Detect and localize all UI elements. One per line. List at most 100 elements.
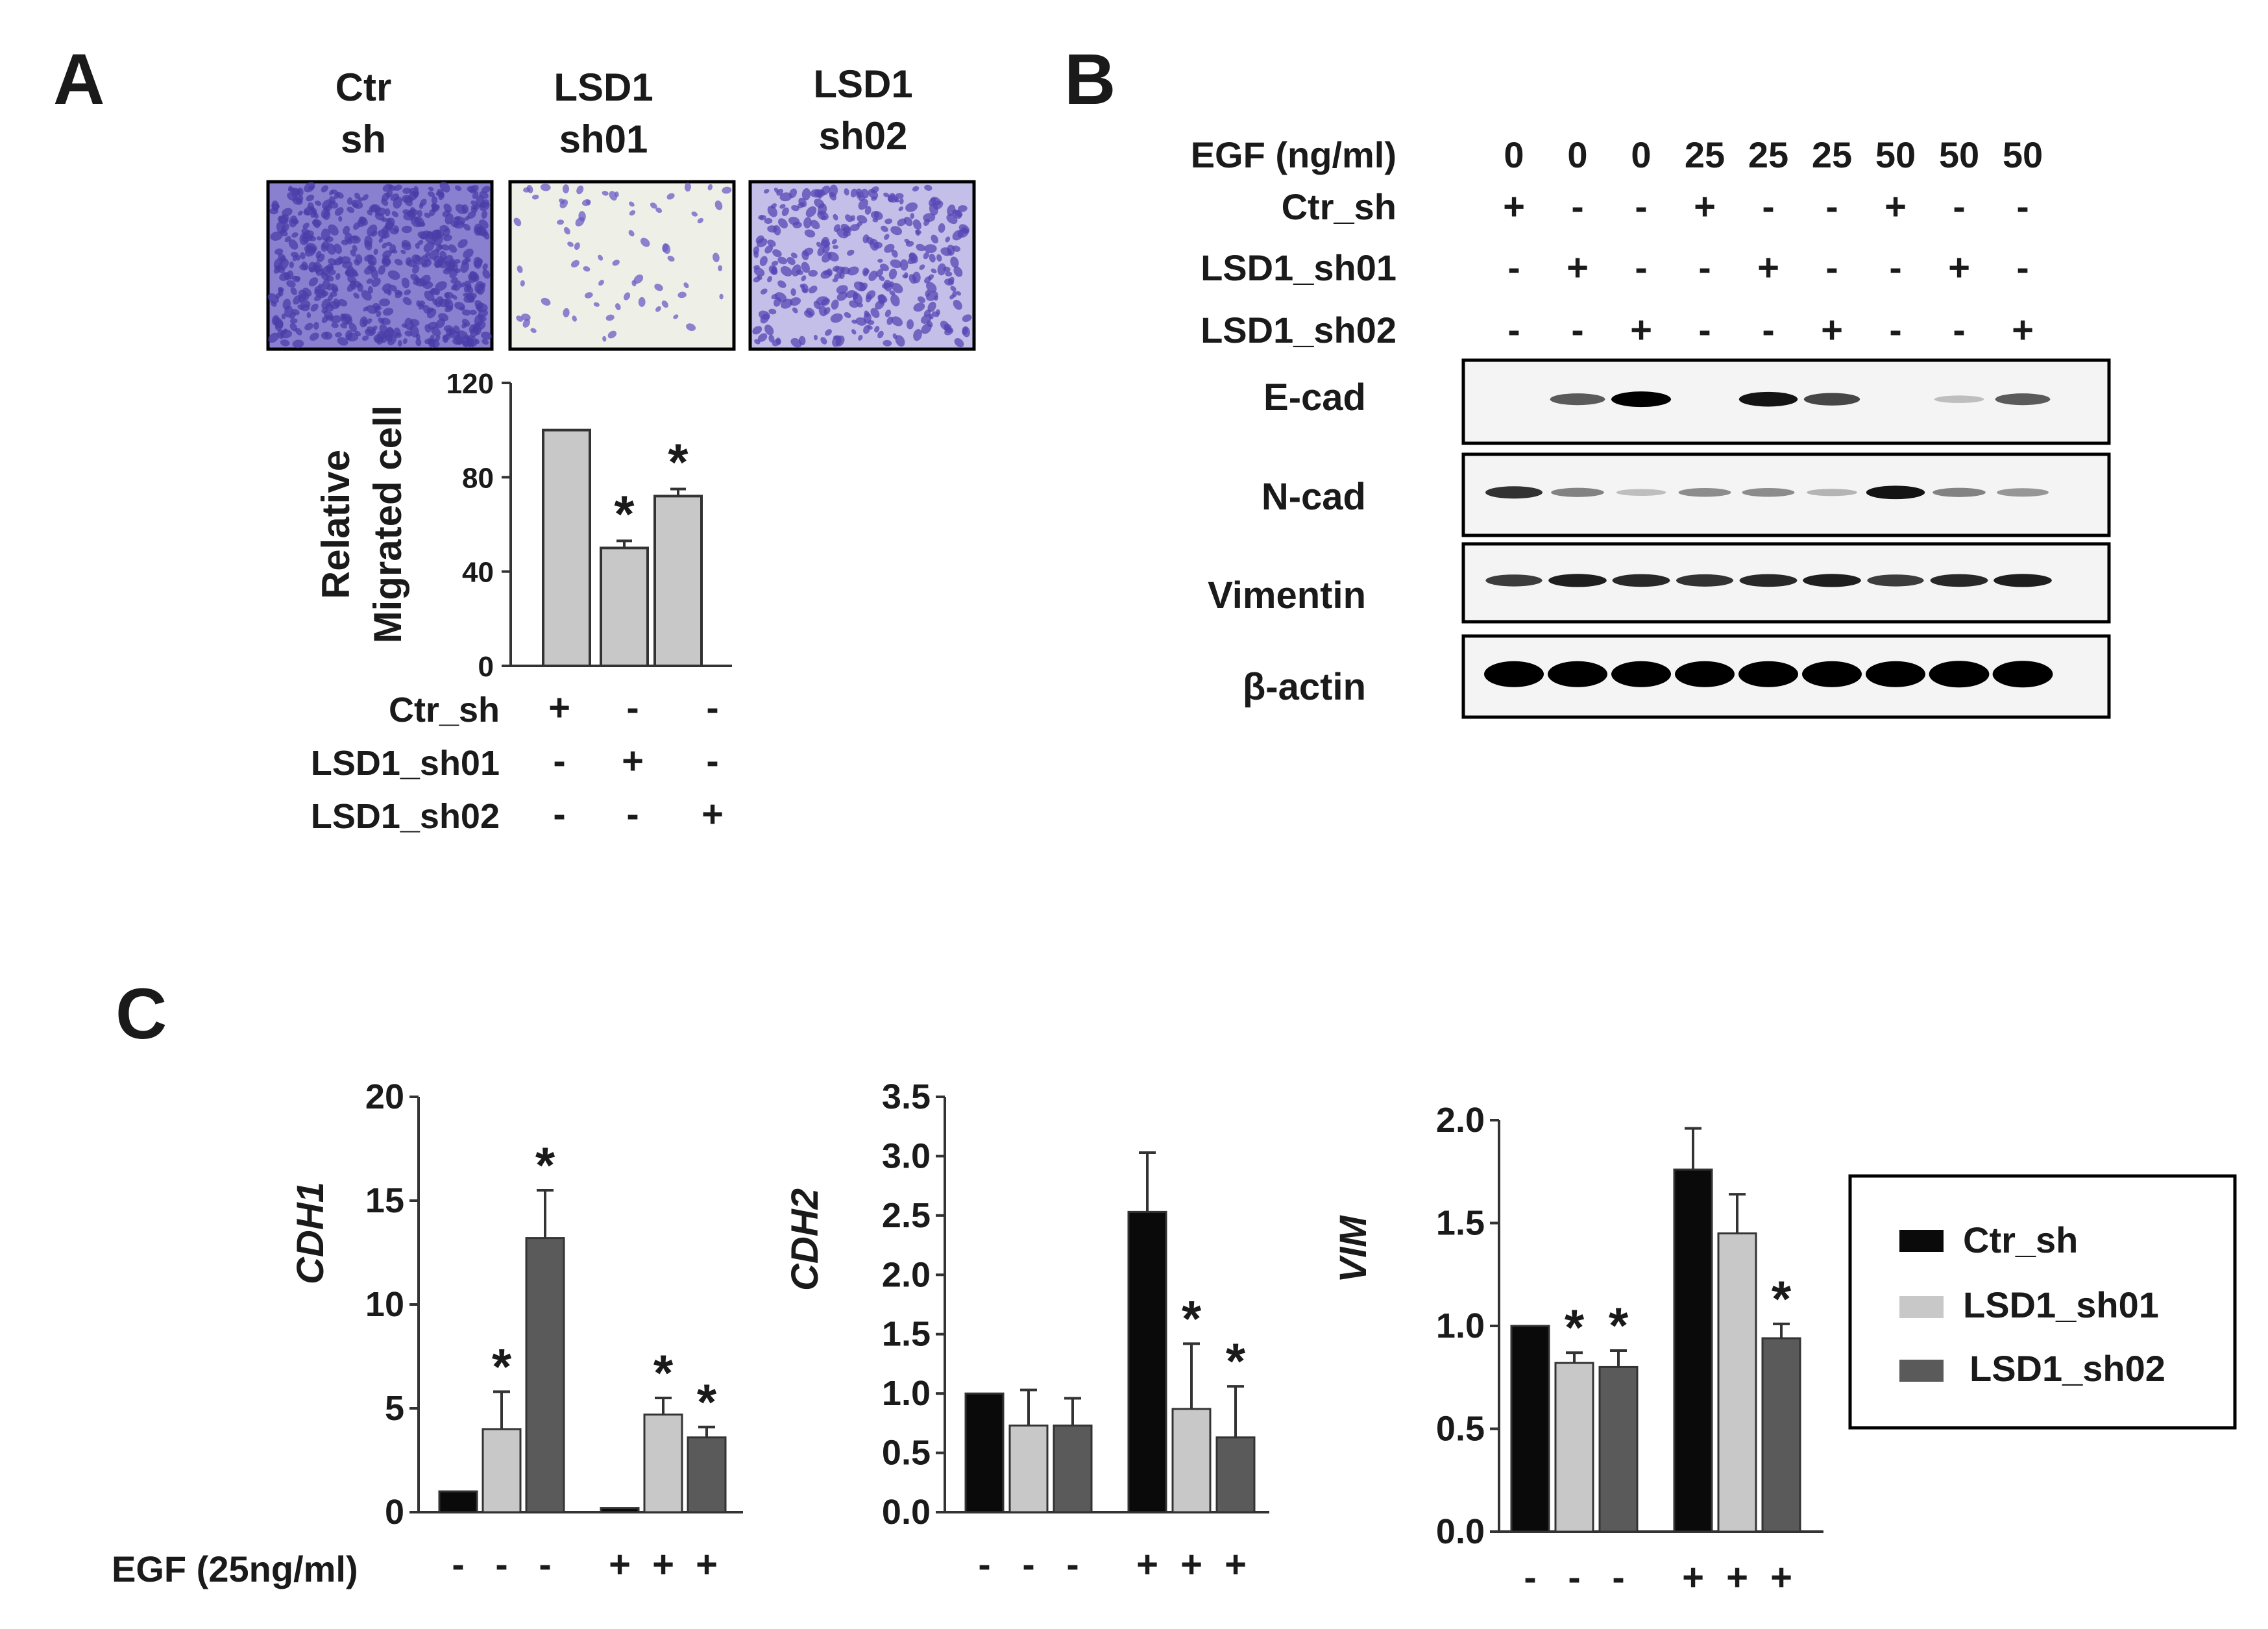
migrated-cell — [382, 242, 387, 249]
egf-value: 0 — [1504, 134, 1524, 175]
migrated-cell — [454, 221, 465, 229]
migrated-cell — [288, 187, 295, 192]
condition-mark: + — [1694, 186, 1716, 228]
migrated-cell — [388, 184, 396, 191]
migrated-cell — [321, 332, 333, 340]
migrated-cell — [354, 330, 361, 337]
blot-band — [1867, 574, 1924, 587]
migrated-cell — [713, 252, 720, 263]
migrated-cell — [289, 261, 295, 269]
y-tick-label: 0.0 — [1436, 1512, 1485, 1551]
migrated-cell — [308, 185, 315, 191]
migrated-cell — [382, 258, 391, 265]
significance-star: * — [492, 1338, 512, 1395]
migrated-cell — [378, 317, 385, 325]
condition-mark: - — [1635, 186, 1647, 228]
migrated-cell — [289, 312, 296, 319]
migrated-cell — [522, 319, 530, 328]
migrated-cell — [424, 252, 430, 258]
migrated-cell — [891, 316, 903, 326]
migrated-cell — [271, 203, 280, 210]
migrated-cell — [383, 308, 394, 316]
migrated-cell — [330, 315, 342, 323]
migrated-cell — [369, 204, 378, 212]
y-tick-label: 20 — [365, 1077, 404, 1116]
migrated-cell — [847, 266, 859, 276]
migrated-cell — [340, 256, 351, 264]
migrated-cell — [359, 216, 368, 226]
migrated-cell — [779, 204, 786, 209]
panel-c-letter: C — [116, 974, 167, 1054]
migrated-cell — [898, 206, 904, 212]
bar-lsd1-sh01 — [1554, 1362, 1594, 1533]
migrated-cell — [482, 263, 488, 271]
migrated-cell — [924, 244, 937, 254]
migrated-cell — [917, 296, 926, 303]
migrated-cell — [928, 197, 937, 206]
migrated-cell — [326, 303, 334, 312]
migrated-cell — [517, 265, 523, 273]
y-tick-label: 0 — [478, 651, 494, 683]
migrated-cell — [684, 182, 691, 192]
blot-band — [1485, 574, 1542, 587]
migrated-cell — [432, 204, 440, 212]
y-tick-label: 5 — [385, 1389, 404, 1428]
migrated-cell — [464, 216, 470, 221]
migrated-cell — [402, 297, 412, 306]
migrated-cell — [867, 325, 873, 330]
migrated-cell — [629, 210, 636, 216]
migrated-cell — [583, 266, 591, 272]
condition-mark: - — [1571, 186, 1583, 228]
bar-lsd1-sh01 — [1717, 1232, 1757, 1533]
migrated-cell — [300, 252, 306, 260]
migrated-cell — [465, 257, 471, 262]
migrated-cell — [803, 217, 812, 228]
significance-star: * — [1772, 1270, 1792, 1327]
migrated-cell — [890, 226, 903, 236]
migrated-cell — [330, 291, 337, 297]
migrated-cell — [289, 215, 298, 228]
migrated-cell — [393, 196, 402, 209]
migrated-cell — [432, 229, 442, 241]
migrated-cell — [296, 195, 304, 204]
y-tick-label: 0.5 — [882, 1434, 931, 1473]
migrated-cell — [949, 294, 955, 300]
migrated-cell — [962, 327, 968, 335]
migrated-cell — [790, 252, 798, 259]
migrated-cell — [667, 255, 675, 262]
y-axis-label: CDH1 — [289, 1182, 332, 1284]
migrated-cell — [805, 308, 815, 317]
migrated-cell — [570, 260, 579, 268]
bar-lsd1-sh02 — [1598, 1366, 1639, 1533]
migrated-cell — [481, 210, 488, 219]
migrated-cell — [758, 214, 764, 220]
migrated-cell — [311, 207, 317, 214]
blot-band — [1676, 574, 1733, 587]
migrated-cell — [810, 189, 822, 198]
significance-star: * — [1182, 1290, 1202, 1347]
bar-ctr-sh — [1673, 1168, 1713, 1533]
migrated-cell — [513, 217, 522, 227]
migrated-cell — [361, 335, 369, 341]
migrated-cell — [562, 184, 570, 194]
migrated-cell — [877, 330, 884, 339]
migrated-cell — [895, 193, 904, 199]
migrated-cell — [353, 292, 360, 299]
blot-band — [1929, 661, 1990, 688]
migrated-cell — [439, 225, 449, 232]
migrated-cell — [943, 266, 951, 272]
migrated-cell — [905, 202, 918, 212]
migrated-cell — [313, 262, 323, 272]
condition-mark: + — [1630, 309, 1652, 351]
migrated-cell — [624, 292, 631, 300]
migrated-cell — [328, 258, 337, 265]
migrated-cell — [810, 219, 820, 230]
migrated-cell — [883, 339, 892, 347]
migrated-cell — [442, 334, 451, 341]
migrated-cell — [753, 246, 760, 255]
condition-mark: - — [2016, 186, 2029, 228]
bar-ctr-sh — [438, 1490, 478, 1513]
migrated-cell — [367, 260, 375, 266]
migrated-cell — [379, 298, 391, 307]
migrated-cell — [936, 309, 940, 315]
